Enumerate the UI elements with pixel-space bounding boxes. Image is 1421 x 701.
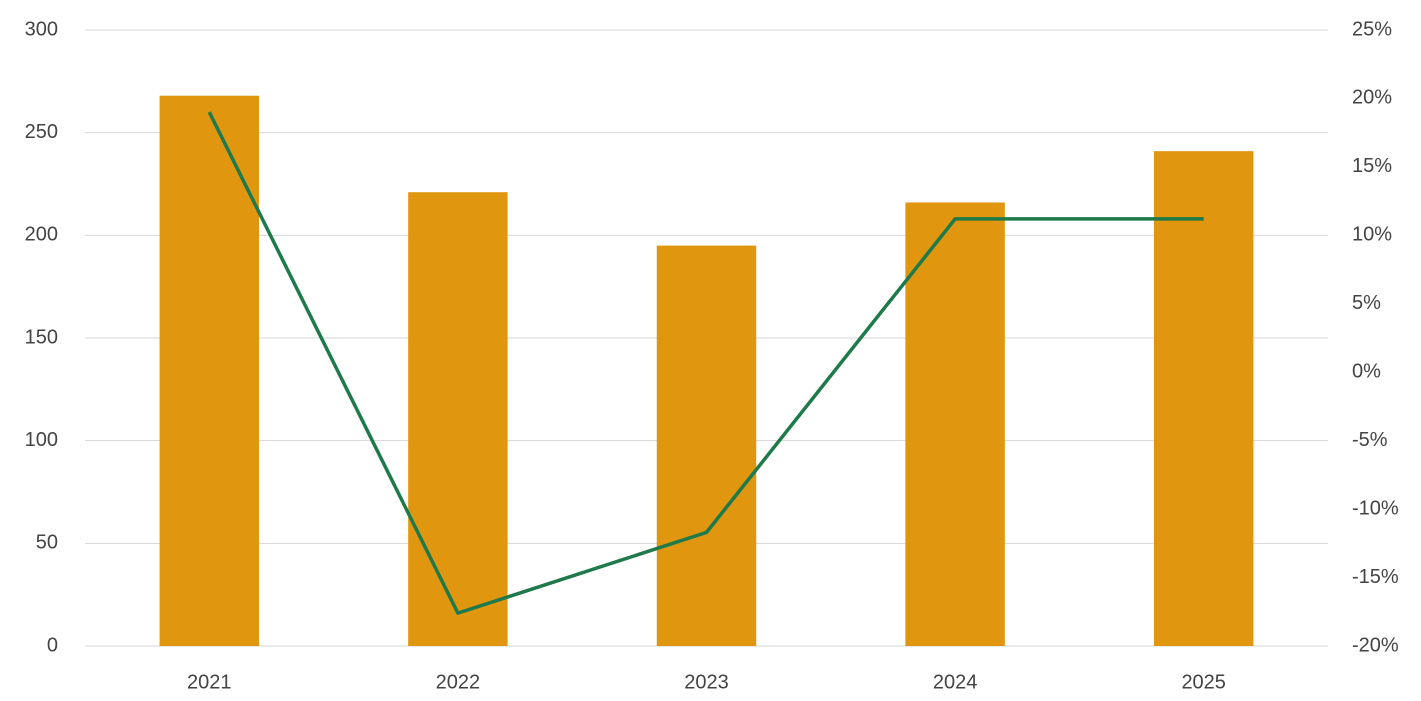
y-tick-label: 300 xyxy=(25,18,58,40)
bar xyxy=(905,202,1005,647)
x-tick-label: 2021 xyxy=(187,671,232,693)
line xyxy=(207,111,1204,615)
y2-tick-label: 0% xyxy=(1352,361,1381,383)
y2-tick-label: 25% xyxy=(1352,18,1392,40)
bar xyxy=(1153,151,1254,646)
bar xyxy=(656,245,757,646)
y2-tick-label: 5% xyxy=(1352,292,1381,314)
y2-tick-label: -5% xyxy=(1352,429,1388,451)
y-tick-label: 50 xyxy=(36,532,58,554)
y2-tick-label: 15% xyxy=(1352,155,1392,177)
y2-tick-label: 20% xyxy=(1352,87,1392,109)
bar xyxy=(408,192,508,647)
x-tick-label: 2023 xyxy=(684,671,729,693)
y-tick-label: 0 xyxy=(47,634,58,656)
x-tick-label: 2024 xyxy=(933,671,978,693)
x-tick-label: 2022 xyxy=(436,671,481,693)
y-tick-label: 150 xyxy=(25,326,58,348)
y2-tick-label: -15% xyxy=(1352,566,1399,588)
x-tick-label: 2025 xyxy=(1181,671,1226,693)
y-tick-label: 250 xyxy=(25,121,58,143)
y2-tick-label: -20% xyxy=(1352,634,1399,656)
bar xyxy=(159,95,260,646)
y-tick-label: 200 xyxy=(25,224,58,246)
y2-tick-label: -10% xyxy=(1352,497,1399,519)
y-tick-label: 100 xyxy=(25,429,58,451)
y2-tick-label: 10% xyxy=(1352,224,1392,246)
